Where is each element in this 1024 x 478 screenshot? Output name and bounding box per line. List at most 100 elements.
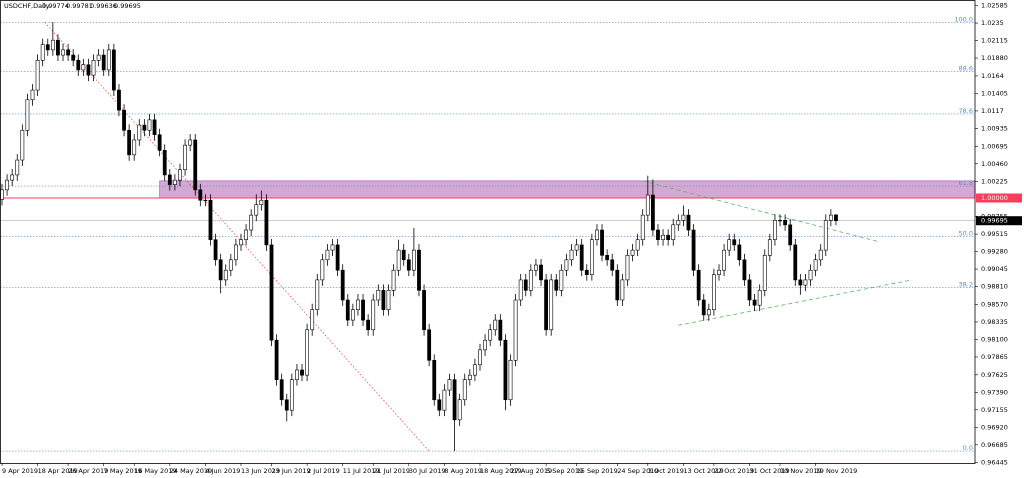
candle-body — [188, 139, 193, 146]
candle-body — [5, 179, 9, 191]
y-tick-label: 1.00460 — [981, 160, 1008, 168]
candle-body — [808, 269, 813, 281]
candle-body — [559, 269, 564, 291]
x-tick-label: 10 Nov 2019 — [780, 467, 822, 475]
candle-body — [269, 244, 274, 341]
candle-body — [310, 309, 315, 331]
x-tick-label: 19 Nov 2019 — [816, 467, 858, 475]
candle-body — [356, 299, 360, 310]
candle-body — [15, 159, 20, 176]
candle-body — [340, 269, 345, 301]
candle-body — [615, 269, 620, 301]
candle-body — [325, 249, 330, 261]
candle-body — [345, 299, 350, 321]
candle-body — [539, 264, 543, 281]
candle-body — [813, 259, 818, 271]
candle-body — [117, 89, 121, 111]
candle-body — [447, 379, 452, 391]
candle-body — [554, 279, 559, 291]
candle-body — [127, 129, 132, 156]
candle-body — [300, 369, 304, 376]
candle-body — [396, 249, 401, 271]
axis-frame — [0, 0, 976, 464]
candle-body — [462, 379, 467, 401]
candle-body — [361, 299, 365, 321]
y-tick-label: 1.0164 — [981, 72, 1004, 80]
candle-body — [645, 194, 650, 216]
candle-body — [228, 259, 233, 271]
candle-body — [35, 59, 40, 91]
candle-body — [20, 129, 25, 161]
candle-body — [284, 399, 289, 411]
y-tick-label: 1.0235 — [981, 19, 1004, 27]
candle-body — [498, 319, 503, 341]
candle-body — [289, 379, 294, 411]
candle-body — [600, 229, 604, 256]
candle-body — [828, 214, 833, 221]
ohlc-open: 0.99774 — [42, 2, 69, 10]
x-tick-label: 22 Oct 2019 — [714, 467, 754, 475]
candle-body — [371, 299, 376, 331]
candle-body — [762, 255, 767, 291]
x-tick-label: 27 Aug 2019 — [511, 467, 553, 475]
candle-body — [422, 290, 426, 331]
candle-body — [162, 150, 167, 176]
candle-body — [406, 259, 411, 271]
y-tick-label: 0.99515 — [981, 230, 1008, 238]
x-tick-label: 13 Jun 2019 — [241, 467, 280, 475]
candle-body — [122, 109, 126, 131]
candle-body — [239, 239, 243, 246]
candle-body — [218, 259, 223, 281]
x-tick-label: 11 Jul 2019 — [343, 467, 380, 475]
y-tick-label: 0.98335 — [981, 318, 1008, 326]
y-tick-label: 1.00935 — [981, 124, 1008, 132]
y-tick-label: 0.97390 — [981, 388, 1008, 396]
candle-body — [717, 269, 721, 275]
candle-body — [569, 249, 574, 261]
candle-body — [630, 249, 635, 256]
trend-line — [642, 180, 880, 243]
y-tick-label: 1.01880 — [981, 54, 1008, 62]
fib-label: 61.8 — [959, 179, 973, 187]
candle-body — [696, 269, 701, 301]
candle-body — [722, 249, 726, 271]
y-tick-label: 0.98570 — [981, 300, 1008, 308]
candle-body — [584, 269, 589, 275]
candle-body — [757, 290, 762, 306]
x-tick-label: 31 Oct 2019 — [750, 467, 790, 475]
candle-body — [101, 54, 106, 71]
y-tick-label: 1.02115 — [981, 37, 1008, 45]
candle-body — [742, 259, 747, 281]
candle-body — [676, 220, 681, 226]
candle-body — [279, 379, 284, 401]
candle-body — [798, 279, 803, 286]
trend-line — [678, 279, 913, 326]
candle-body — [432, 359, 437, 401]
x-tick-label: 9 Apr 2019 — [2, 467, 38, 475]
ohlc-close: 0.99695 — [114, 2, 141, 10]
candle-body — [25, 99, 30, 131]
candle-body — [783, 220, 788, 226]
candle-body — [625, 255, 630, 281]
y-tick-label: 0.99045 — [981, 265, 1008, 273]
candle-body — [66, 49, 71, 56]
x-tick-label: 3 Oct 2019 — [648, 467, 684, 475]
candle-body — [452, 379, 457, 421]
candle-body — [834, 214, 838, 222]
price-label: 0.99695 — [981, 217, 1008, 225]
candle-body — [666, 234, 671, 240]
fib-label: 50.0 — [959, 230, 973, 238]
candle-body — [605, 255, 610, 261]
candle-body — [178, 169, 182, 181]
candle-body — [589, 239, 594, 275]
candle-body — [411, 249, 416, 271]
candle-body — [40, 44, 45, 61]
x-tick-label: 13 Oct 2019 — [683, 467, 723, 475]
candle-body — [50, 39, 55, 51]
x-tick-label: 2 Jul 2019 — [307, 467, 340, 475]
candle-body — [818, 249, 823, 261]
y-tick-label: 0.99280 — [981, 248, 1008, 256]
candle-body — [528, 269, 533, 291]
ohlc-low: 0.99636 — [90, 2, 117, 10]
